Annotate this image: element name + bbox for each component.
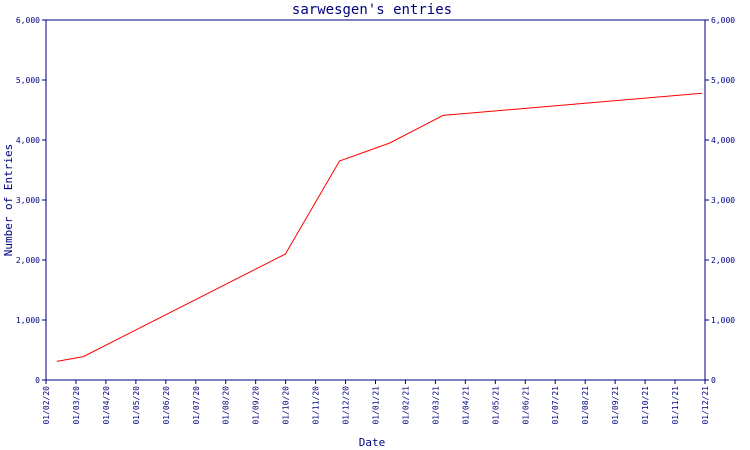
right-y-tick-label: 0 xyxy=(711,376,716,385)
left-y-tick-label: 6,000 xyxy=(16,16,40,25)
x-tick-label: 01/03/21 xyxy=(431,386,440,425)
left-y-tick-label: 3,000 xyxy=(16,196,40,205)
x-tick-label: 01/03/20 xyxy=(72,386,81,425)
x-tick-label: 01/11/20 xyxy=(312,386,321,425)
series-layer xyxy=(56,92,703,362)
x-tick-label: 01/09/21 xyxy=(611,386,620,425)
right-y-tick-label: 6,000 xyxy=(711,16,735,25)
x-tick-label: 01/08/20 xyxy=(222,386,231,425)
x-tick-label: 01/07/20 xyxy=(192,386,201,425)
x-ticks: 01/02/20 01/03/20 01/04/20 01/05/20 01/06/20… xyxy=(42,380,710,425)
left-y-tick-label: 1,000 xyxy=(16,316,40,325)
x-tick-label: 01/06/20 xyxy=(162,386,171,425)
x-tick-label: 01/06/21 xyxy=(521,386,530,425)
x-tick-label: 01/07/21 xyxy=(551,386,560,425)
x-tick-label: 01/10/20 xyxy=(282,386,291,425)
x-tick-label: 01/11/21 xyxy=(671,386,680,425)
x-tick-label: 01/04/20 xyxy=(102,386,111,425)
x-tick-label: 01/02/21 xyxy=(401,386,410,425)
left-y-tick-label: 4,000 xyxy=(16,136,40,145)
chart-title: sarwesgen's entries xyxy=(292,2,452,18)
y-axis-label: Number of Entries xyxy=(2,144,15,257)
x-tick-label: 01/08/21 xyxy=(581,386,590,425)
y-ticks: 0 0 1,000 1,000 2,000 2,000 3,000 3,000 4,000 4,0… xyxy=(16,16,735,385)
x-tick-label: 01/04/21 xyxy=(461,386,470,425)
x-tick-label: 01/05/20 xyxy=(132,386,141,425)
right-y-tick-label: 2,000 xyxy=(711,256,735,265)
left-y-tick-label: 0 xyxy=(35,376,40,385)
left-y-tick-label: 2,000 xyxy=(16,256,40,265)
x-tick-label: 01/09/20 xyxy=(252,386,261,425)
right-y-tick-label: 1,000 xyxy=(711,316,735,325)
x-axis-label: Date xyxy=(359,436,386,449)
x-tick-label: 01/12/20 xyxy=(342,386,351,425)
x-tick-label: 01/10/21 xyxy=(641,386,650,425)
x-tick-label: 01/02/20 xyxy=(42,386,51,425)
right-y-tick-label: 4,000 xyxy=(711,136,735,145)
right-y-tick-label: 3,000 xyxy=(711,196,735,205)
x-tick-label: 01/05/21 xyxy=(491,386,500,425)
right-y-tick-label: 5,000 xyxy=(711,76,735,85)
x-tick-label: 01/01/21 xyxy=(372,386,381,425)
left-y-tick-label: 5,000 xyxy=(16,76,40,85)
series-line xyxy=(56,92,703,362)
x-tick-label: 01/12/21 xyxy=(701,386,710,425)
